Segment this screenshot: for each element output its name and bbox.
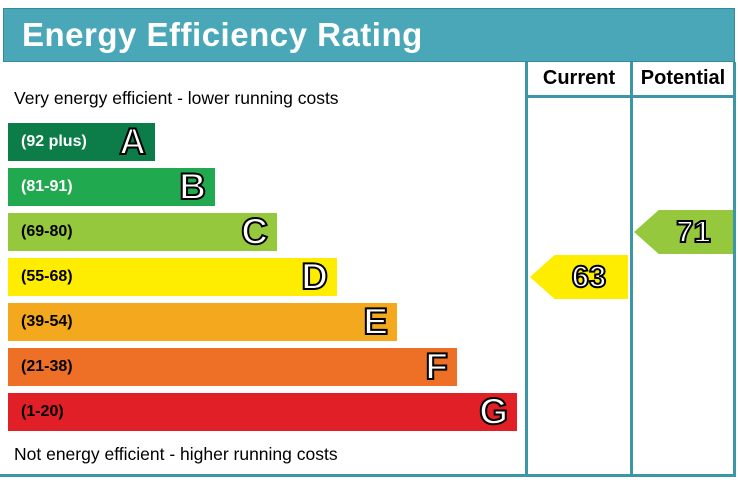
band-e: (39-54) E (8, 301, 397, 342)
band-letter: G (478, 391, 509, 432)
column-divider-middle (630, 62, 633, 477)
current-rating-value: 63 (571, 258, 608, 295)
column-divider-left (525, 62, 528, 477)
header-underline (525, 95, 736, 98)
band-range-label: (1-20) (21, 403, 64, 420)
band-range-label: (81-91) (21, 178, 73, 195)
band-letter: E (362, 301, 389, 342)
potential-rating-arrow: 71 (634, 210, 733, 254)
band-d: (55-68) D (8, 256, 337, 297)
band-b: (81-91) B (8, 166, 215, 207)
potential-rating-value: 71 (675, 213, 712, 250)
current-rating-arrow: 63 (530, 255, 628, 299)
caption-very-efficient: Very energy efficient - lower running co… (14, 88, 339, 108)
column-header-potential: Potential (640, 67, 726, 89)
caption-not-efficient: Not energy efficient - higher running co… (14, 444, 338, 464)
column-header-current: Current (542, 67, 616, 89)
band-c: (69-80) C (8, 211, 277, 252)
chart-title-bar: Energy Efficiency Rating (3, 8, 735, 62)
band-g: (1-20) G (8, 391, 517, 432)
band-letter: F (424, 346, 449, 387)
band-f: (21-38) F (8, 346, 457, 387)
column-divider-right (733, 62, 736, 477)
band-letter: D (300, 256, 329, 297)
band-range-label: (92 plus) (21, 133, 87, 150)
band-a: (92 plus) A (8, 121, 155, 162)
band-range-label: (39-54) (21, 313, 73, 330)
band-letter: C (240, 211, 269, 252)
band-range-label: (55-68) (21, 268, 73, 285)
chart-title: Energy Efficiency Rating (22, 16, 423, 53)
band-range-label: (21-38) (21, 358, 73, 375)
band-range-label: (69-80) (21, 223, 73, 240)
band-letter: A (118, 121, 147, 162)
chart-bottom-border (0, 474, 736, 477)
band-letter: B (178, 166, 207, 207)
